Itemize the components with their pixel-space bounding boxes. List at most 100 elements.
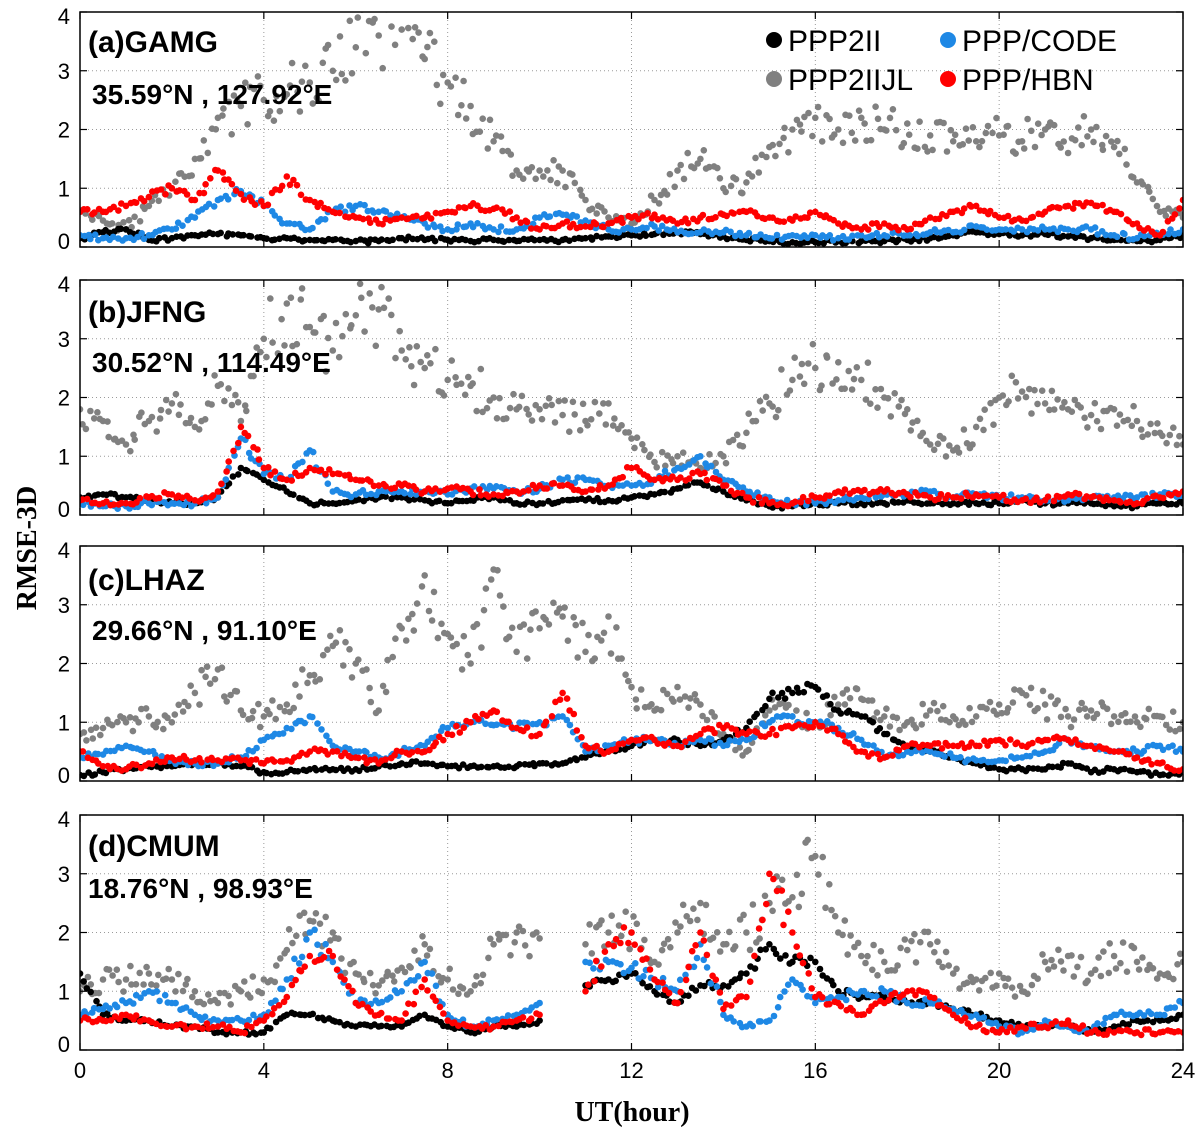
ppp-hbn-point (763, 900, 770, 908)
ppp-hbn-point (876, 223, 883, 231)
ppp2iijl-point (105, 433, 112, 441)
ppp2iijl-point (311, 329, 319, 336)
ppp-hbn-point (237, 423, 245, 431)
ppp2ii-point (823, 692, 831, 699)
ppp-code-point (202, 499, 210, 507)
ppp2iijl-point (197, 155, 205, 162)
ppp-hbn-point (944, 742, 952, 749)
panel-d-y-tick-label: 4 (58, 807, 70, 832)
ppp2iijl-point (452, 374, 459, 381)
ppp-hbn-point (791, 498, 799, 506)
ppp2iijl-point (922, 712, 930, 719)
ppp2iijl-point (953, 965, 960, 973)
ppp2iijl-point (690, 164, 698, 172)
ppp2iijl-point (798, 360, 806, 368)
ppp-code-point (713, 983, 721, 990)
ppp2iijl-point (182, 981, 190, 988)
ppp-hbn-point (367, 1008, 375, 1015)
ppp2iijl-point (995, 701, 1003, 708)
ppp2iijl-point (335, 935, 342, 942)
ppp2iijl-point (520, 621, 528, 628)
ppp2iijl-point (496, 394, 503, 402)
ppp2ii-point (1059, 232, 1067, 240)
ppp2ii-point (1168, 1015, 1175, 1023)
ppp2iijl-point (1097, 972, 1105, 980)
ppp2iijl-point (371, 15, 378, 23)
ppp2iijl-point (1004, 975, 1012, 982)
ppp2iijl-point (204, 149, 212, 157)
ppp-hbn-point (536, 730, 543, 738)
ppp2iijl-point (1048, 387, 1056, 395)
ppp2iijl-point (775, 406, 782, 414)
ppp2iijl-point (846, 112, 853, 119)
ppp2iijl-point (153, 982, 160, 989)
ppp-hbn-point (591, 977, 598, 985)
ppp2iijl-point (421, 364, 429, 372)
ppp-code-point (382, 208, 390, 215)
ppp2iijl-point (686, 917, 694, 925)
ppp2iijl-point (570, 614, 577, 621)
ppp2iijl-point (789, 126, 796, 133)
ppp-code-point (191, 214, 199, 221)
ppp2iijl-point (1028, 981, 1036, 989)
ppp2iijl-point (1057, 958, 1065, 965)
ppp-code-point (1179, 226, 1183, 233)
ppp-hbn-point (712, 976, 720, 983)
ppp2iijl-point (1016, 982, 1024, 990)
ppp2iijl-point (82, 425, 90, 433)
ppp2iijl-point (114, 718, 121, 726)
ppp2iijl-point (596, 410, 603, 417)
ppp-code-point (628, 964, 635, 972)
ppp2iijl-point (1166, 431, 1174, 439)
ppp-code-point (428, 970, 436, 977)
ppp2iijl-point (736, 744, 744, 751)
ppp2iijl-point (480, 606, 488, 614)
ppp2iijl-point (1014, 395, 1022, 402)
ppp-hbn-point (426, 746, 433, 754)
ppp-hbn-point (349, 987, 356, 995)
ppp2iijl-point (930, 699, 938, 707)
ppp-code-point (323, 732, 330, 740)
ppp-code-point (398, 988, 406, 995)
ppp-hbn-point (559, 689, 566, 697)
ppp-hbn-point (749, 499, 757, 506)
ppp-hbn-point (1069, 205, 1077, 212)
ppp-hbn-point (612, 935, 620, 943)
ppp2iijl-point (104, 418, 111, 425)
ppp2iijl-point (426, 945, 434, 953)
ppp2iijl-point (234, 98, 241, 105)
ppp2iijl-point (1131, 713, 1139, 720)
ppp-hbn-point (628, 929, 635, 936)
ppp2iijl-point (458, 102, 465, 109)
ppp-hbn-point (200, 189, 208, 197)
ppp2ii-point (217, 229, 224, 237)
ppp-hbn-point (462, 204, 469, 212)
ppp2iijl-point (233, 688, 241, 695)
ppp2iijl-point (826, 881, 833, 888)
ppp-hbn-point (755, 494, 763, 501)
ppp2iijl-point (1009, 699, 1017, 706)
ppp2iijl-point (605, 613, 612, 620)
ppp-hbn-point (451, 209, 459, 216)
ppp2iijl-point (419, 933, 426, 940)
ppp-hbn-point (440, 736, 447, 744)
ppp-hbn-point (945, 1007, 953, 1014)
ppp2iijl-point (203, 663, 211, 670)
ppp2iijl-point (1092, 966, 1099, 974)
ppp2iijl-point (934, 938, 941, 945)
ppp-code-point (690, 963, 698, 971)
panel-c-coordinates: 29.66°N , 91.10°E (92, 615, 317, 646)
ppp2iijl-point (864, 359, 872, 367)
ppp2iijl-point (127, 447, 134, 455)
ppp-hbn-point (377, 1009, 385, 1017)
ppp-hbn-point (405, 482, 412, 490)
ppp2ii-point (895, 499, 902, 506)
ppp2iijl-point (812, 364, 819, 372)
ppp-hbn-point (960, 205, 968, 212)
ppp2iijl-point (89, 735, 97, 742)
ppp2iijl-point (250, 85, 258, 93)
ppp2iijl-point (302, 62, 309, 70)
ppp-hbn-point (228, 180, 236, 188)
ppp2iijl-point (564, 637, 572, 644)
ppp2iijl-point (769, 907, 776, 915)
